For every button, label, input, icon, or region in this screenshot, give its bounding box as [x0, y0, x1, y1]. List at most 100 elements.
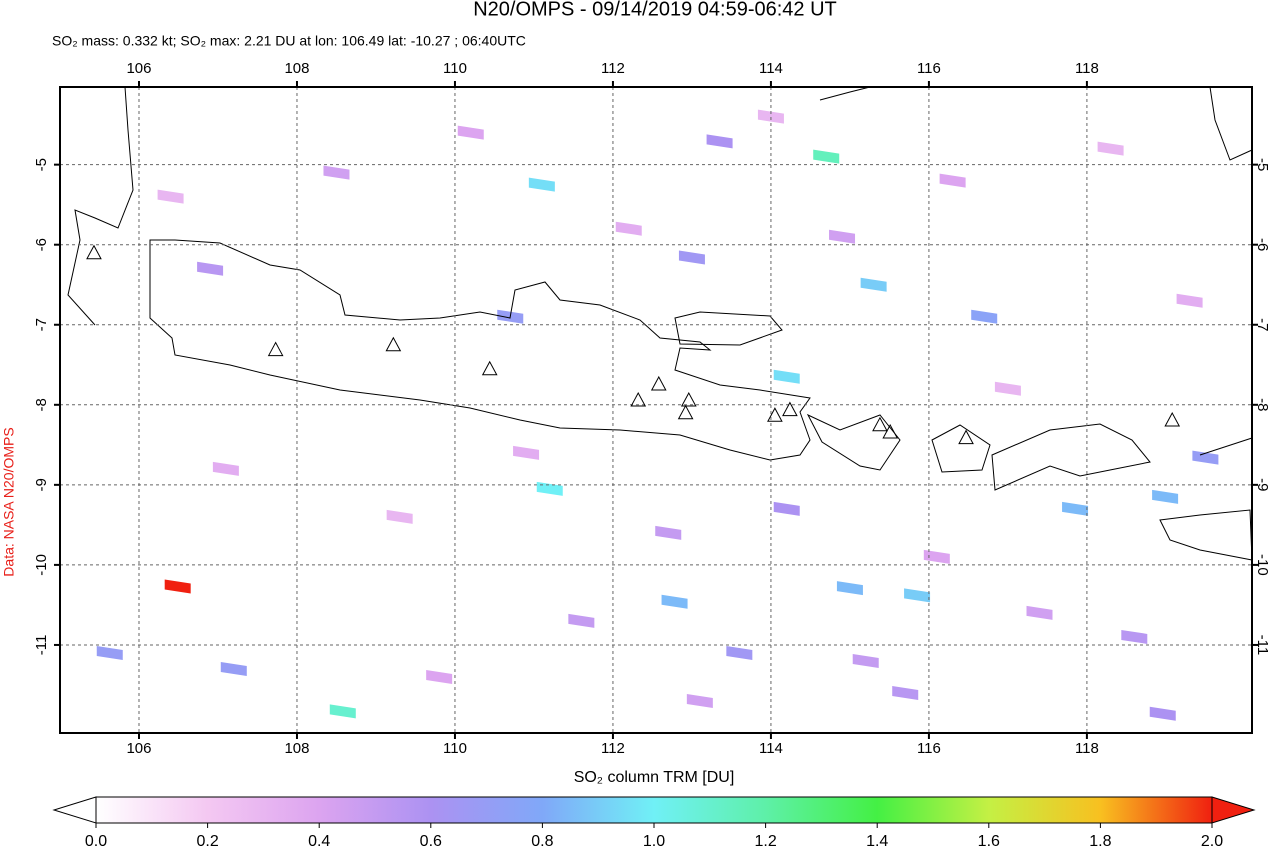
volcano [481, 360, 498, 376]
so2-pixel [904, 588, 931, 603]
x-tick-label: 108 [284, 60, 309, 77]
so2-pixel [836, 581, 863, 596]
x-tick-label: 114 [759, 740, 783, 757]
so2-pixel [1026, 605, 1053, 620]
coastline [149, 239, 811, 461]
so2-pixel [773, 501, 800, 516]
so2-pixel [164, 579, 191, 594]
volcano [782, 401, 798, 417]
volcano [767, 407, 783, 422]
so2-pixel [661, 594, 688, 609]
coastlines [67, 86, 1253, 561]
y-tick-label: -6 [33, 238, 50, 251]
x-tick-label: 110 [443, 60, 467, 77]
so2-pixel [615, 221, 642, 236]
so2-pixel [971, 309, 998, 324]
coastline [1159, 509, 1253, 561]
y-tick-label: -10 [1254, 554, 1271, 576]
colorbar-tick-label: 1.4 [866, 833, 888, 850]
so2-pixel [220, 661, 247, 676]
x-tick-label: 116 [917, 60, 941, 77]
colorbar-tick-label: 0.4 [308, 833, 330, 850]
so2-pixel [923, 549, 950, 564]
volcano [677, 404, 694, 420]
colorbar [95, 796, 1213, 824]
plot-frame [59, 86, 1253, 734]
axes: 106 106 108 108 110 110 112 112 114 114 116 116 118 1… [33, 60, 1271, 757]
colorbar-tick-label: 0.6 [420, 833, 442, 850]
coastline [1199, 437, 1253, 456]
so2-pixel [386, 509, 413, 524]
x-tick-label: 108 [284, 740, 309, 757]
so2-pixel [1176, 293, 1203, 308]
pixel-layer [96, 109, 1219, 721]
so2-pixel [96, 645, 123, 660]
volcano [958, 429, 974, 445]
volcano [267, 341, 284, 357]
colorbar-tick-label: 1.2 [754, 833, 776, 850]
so2-pixel [726, 645, 753, 660]
so2-pixel [655, 525, 682, 540]
y-tick-label: -5 [1254, 158, 1271, 171]
so2-pixel [860, 277, 887, 292]
so2-pixel [426, 669, 453, 684]
coastline [819, 86, 871, 101]
colorbar-label: SO₂ column TRM [DU] [574, 769, 735, 786]
x-tick-label: 110 [443, 740, 467, 757]
volcano [872, 416, 888, 432]
so2-pixel [939, 173, 966, 188]
x-tick-label: 106 [126, 60, 151, 77]
so2-pixel [212, 461, 239, 476]
so2-pixel [813, 149, 840, 164]
y-tick-label: -8 [33, 398, 50, 411]
colorbar-tick-label: 0.0 [85, 833, 107, 850]
so2-pixel [197, 261, 224, 276]
so2-pixel [1152, 489, 1179, 504]
so2-pixel [706, 134, 733, 149]
colorbar-tick-label: 1.8 [1089, 833, 1111, 850]
so2-pixel [536, 481, 563, 496]
x-tick-label: 106 [126, 740, 151, 757]
y-tick-label: -7 [1254, 318, 1271, 331]
y-tick-label: -7 [33, 318, 50, 331]
volcano [630, 391, 647, 407]
colorbar-over [1211, 796, 1256, 824]
so2-pixel [457, 125, 484, 140]
volcano [650, 375, 667, 391]
coastline [991, 423, 1151, 491]
chart-subtitle: SO₂ mass: 0.332 kt; SO₂ max: 2.21 DU at … [52, 33, 526, 49]
x-tick-label: 112 [601, 740, 625, 757]
so2-pixel [568, 613, 595, 628]
colorbar-tick-label: 1.6 [978, 833, 1000, 850]
colorbar-tick-label: 1.0 [643, 833, 665, 850]
so2-pixel [829, 229, 856, 244]
volcano [882, 423, 899, 439]
volcano [680, 391, 697, 407]
so2-pixel [528, 177, 555, 192]
y-tick-label: -9 [1254, 478, 1271, 491]
so2-pixel [1149, 706, 1176, 721]
so2-pixel [773, 369, 800, 384]
colorbar-under [52, 796, 97, 824]
volcano [385, 336, 402, 352]
coastline [931, 424, 991, 473]
so2-pixel [852, 653, 879, 668]
so2-pixel [1192, 450, 1219, 465]
y-tick-label: -11 [1254, 635, 1271, 656]
colorbar-tick-label: 0.2 [196, 833, 218, 850]
volcano [86, 244, 102, 260]
coastline [1209, 86, 1253, 161]
x-tick-label: 118 [1075, 740, 1099, 757]
so2-pixel [1121, 629, 1148, 644]
y-tick-label: -11 [33, 635, 50, 656]
so2-pixel [1097, 141, 1124, 156]
y-tick-label: -10 [33, 554, 50, 576]
so2-pixel [892, 685, 919, 700]
x-tick-label: 112 [601, 60, 625, 77]
so2-pixel [329, 704, 356, 719]
coastline [674, 311, 783, 346]
so2-pixel [1062, 501, 1089, 516]
y-tick-label: -9 [33, 478, 50, 491]
